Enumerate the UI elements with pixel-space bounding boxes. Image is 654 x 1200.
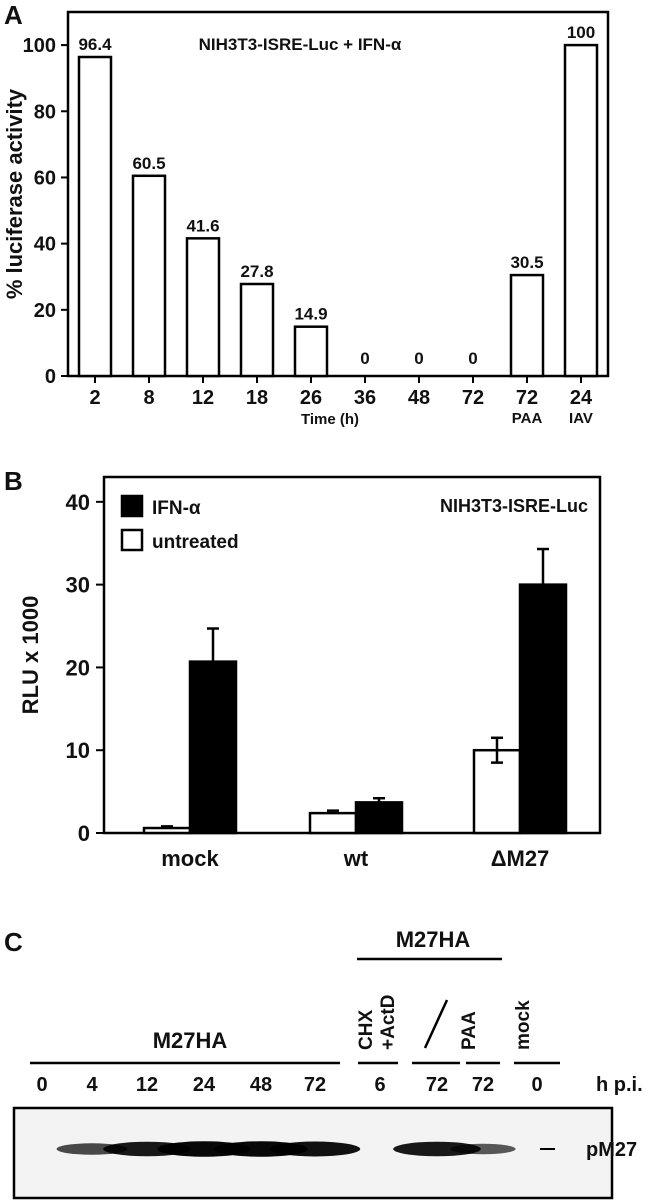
chart-b-ylabel: RLU x 1000 [18, 596, 43, 715]
chart-a-xtick-sublabel: PAA [512, 410, 543, 427]
panel-b-letter: B [4, 466, 23, 496]
chart-b-xtick-label: wt [343, 846, 369, 871]
panel-a-letter: A [4, 0, 23, 30]
chart-a-bar [293, 325, 329, 378]
chart-a-xtick-label: 24 [570, 387, 593, 409]
chart-a-value-label: 60.5 [132, 154, 165, 173]
chart-b-bar [354, 801, 404, 835]
chart-a-ylabel: % luciferase activity [2, 88, 27, 299]
chart-a-bar [131, 174, 167, 378]
chart-a-value-label: 14.9 [294, 305, 327, 324]
blot-group-label: M27HA [153, 1028, 228, 1053]
chart-a-xtick-label: 72 [462, 387, 484, 409]
chart-b-ytick-label: 30 [66, 573, 90, 598]
chart-b-ytick-label: 20 [66, 655, 90, 680]
chart-a-xtick-label: 26 [300, 387, 322, 409]
chart-a-bar [185, 237, 221, 378]
blot-time-label: 0 [531, 1074, 542, 1096]
chart-a-bar [77, 55, 113, 378]
chart-b-bar [518, 583, 568, 835]
chart-a-xtick-label: 8 [143, 387, 154, 409]
chart-a-value-label: 0 [360, 349, 369, 368]
chart-b-bar [308, 811, 358, 835]
blot-time-unit: h p.i. [596, 1074, 643, 1096]
chart-a-value-label: 0 [468, 349, 477, 368]
chart-b-xtick-label: ΔM27 [491, 846, 550, 871]
chart-a-xtick-label: 12 [192, 387, 214, 409]
blot-lane-top-label: PAA [459, 1011, 480, 1050]
chart-a-ytick-label: 0 [45, 366, 56, 388]
chart-a-bar [563, 43, 599, 378]
chart-a-xtick-label: 18 [246, 387, 268, 409]
chart-a-title: NIH3T3-ISRE-Luc + IFN-α [199, 35, 402, 54]
blot-lane-top-label: +ActD [378, 995, 399, 1050]
chart-b-ytick-label: 0 [78, 821, 90, 846]
blot-band [450, 1143, 516, 1155]
chart-b-bar [188, 660, 238, 835]
chart-a-xtick-label: 48 [408, 387, 430, 409]
chart-b-legend-label: IFN-α [152, 498, 201, 519]
blot-time-label: 24 [193, 1074, 216, 1096]
chart-b-xtick-label: mock [161, 846, 219, 871]
chart-b-bar [142, 826, 192, 835]
chart-b-legend-swatch [120, 528, 144, 552]
blot-band-label: pM27 [586, 1139, 637, 1161]
chart-a-xlabel: Time (h) [301, 411, 359, 428]
chart-a-bar [239, 282, 275, 378]
chart-a-xtick-label: 72 [516, 387, 538, 409]
blot-time-label: 72 [304, 1074, 326, 1096]
blot-time-label: 0 [36, 1074, 47, 1096]
chart-a-ytick-label: 80 [34, 101, 56, 123]
blot-lane-top-label: CHX [356, 1010, 377, 1050]
chart-a-ytick-label: 100 [23, 35, 56, 57]
blot-time-label: 72 [472, 1074, 494, 1096]
chart-a-value-label: 100 [567, 23, 595, 42]
chart-a-bar [509, 273, 545, 378]
chart-a-value-label: 41.6 [186, 216, 219, 235]
blot-lane-top-label: mock [513, 1000, 534, 1050]
blot-time-label: 4 [86, 1074, 98, 1096]
chart-b-title: NIH3T3-ISRE-Luc [440, 496, 588, 516]
chart-b-legend-swatch [120, 494, 144, 518]
blot-time-label: 6 [374, 1074, 385, 1096]
chart-a-frame [66, 10, 610, 378]
blot-band [393, 1141, 481, 1157]
chart-a-ytick-label: 40 [34, 234, 56, 256]
blot-time-label: 72 [426, 1074, 448, 1096]
chart-a-xtick-label: 2 [89, 387, 100, 409]
western-blot: M27HA M27HA CHX +ActD PAA mock 0 4 12 24 48 72 6 72 72… [12, 927, 643, 1200]
blot-time-label: 12 [136, 1074, 158, 1096]
chart-a-ytick-label: 20 [34, 300, 56, 322]
chart-b-bar [472, 748, 522, 835]
blot-time-label: 48 [250, 1074, 272, 1096]
chart-b-ytick-label: 10 [66, 738, 90, 763]
chart-a-value-label: 96.4 [78, 35, 112, 54]
chart-b-ytick-label: 40 [66, 490, 90, 515]
blot-lane-dash [423, 999, 449, 1049]
blot-group-label-right: M27HA [396, 927, 471, 952]
chart-a-value-label: 30.5 [510, 253, 543, 272]
chart-b-legend-label: untreated [152, 532, 239, 553]
chart-b: 0 10 20 30 40 RLU x 1000 NIH3T3-ISRE-Luc IFN-α u… [18, 475, 602, 871]
chart-a-ytick-label: 60 [34, 167, 56, 189]
chart-a-xtick-label: 36 [354, 387, 376, 409]
blot-band [269, 1141, 361, 1157]
chart-a-value-label: 0 [414, 349, 423, 368]
panel-c-letter: C [4, 927, 23, 957]
chart-a-xtick-sublabel: IAV [569, 410, 593, 427]
chart-a-value-label: 27.8 [240, 262, 273, 281]
